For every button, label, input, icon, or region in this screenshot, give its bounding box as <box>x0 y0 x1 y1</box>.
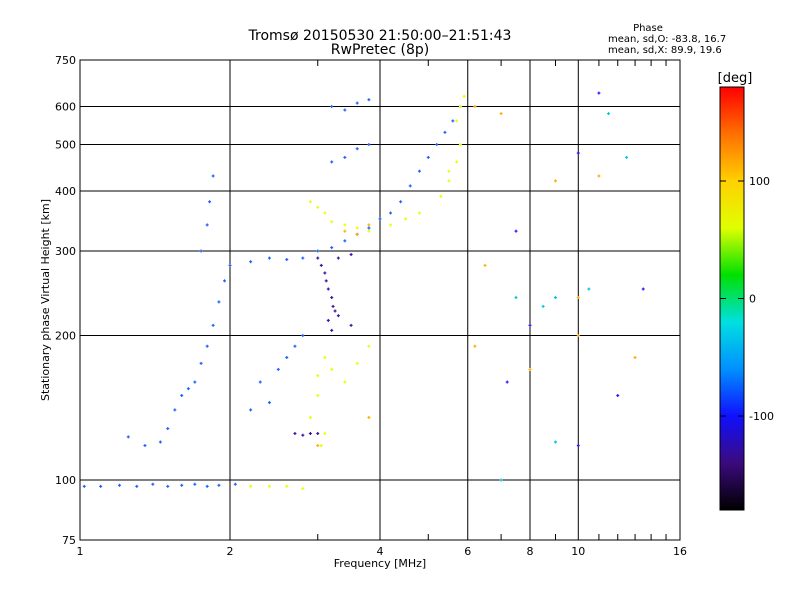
y-tick-label: 75 <box>62 534 76 547</box>
data-points <box>82 91 645 491</box>
stats-line-x: mean, sd,X: 89.9, 19.6 <box>608 45 722 56</box>
x-tick-label: 16 <box>673 545 687 558</box>
chart-title: Tromsø 20150530 21:50:00–21:51:43 <box>248 28 512 44</box>
x-axis-label: Frequency [MHz] <box>334 557 426 570</box>
x-tick-label: 10 <box>571 545 585 558</box>
colorbar-tick-label: 0 <box>749 293 756 306</box>
colorbar-tick-label: 100 <box>749 175 770 188</box>
y-tick-label: 600 <box>55 101 76 114</box>
colorbar-ticks: 100 0 -100 <box>720 175 774 423</box>
y-tick-label: 750 <box>55 54 76 67</box>
x-tick-label: 1 <box>77 545 84 558</box>
y-tick-label: 400 <box>55 185 76 198</box>
y-tick-label: 500 <box>55 139 76 152</box>
x-tick-label: 6 <box>464 545 471 558</box>
y-axis-label: Stationary phase Virtual Height [km] <box>39 199 52 401</box>
y-tick-label: 100 <box>55 474 76 487</box>
y-tick-label: 200 <box>55 330 76 343</box>
stats-title: Phase <box>633 23 663 34</box>
grid-lines <box>80 60 680 540</box>
stats-line-o: mean, sd,O: -83.8, 16.7 <box>608 34 726 45</box>
x-tick-label: 4 <box>377 545 384 558</box>
y-tick-label: 300 <box>55 245 76 258</box>
chart-subtitle: RwPretec (8p) <box>331 42 429 58</box>
x-tick-label: 2 <box>227 545 234 558</box>
x-tick-label: 8 <box>527 545 534 558</box>
colorbar-tick-label: -100 <box>749 410 774 423</box>
colorbar-label: [deg] <box>718 71 753 86</box>
axis-ticks: 1 2 4 6 8 10 16 75 100 200 300 400 500 600 750 <box>55 54 687 558</box>
